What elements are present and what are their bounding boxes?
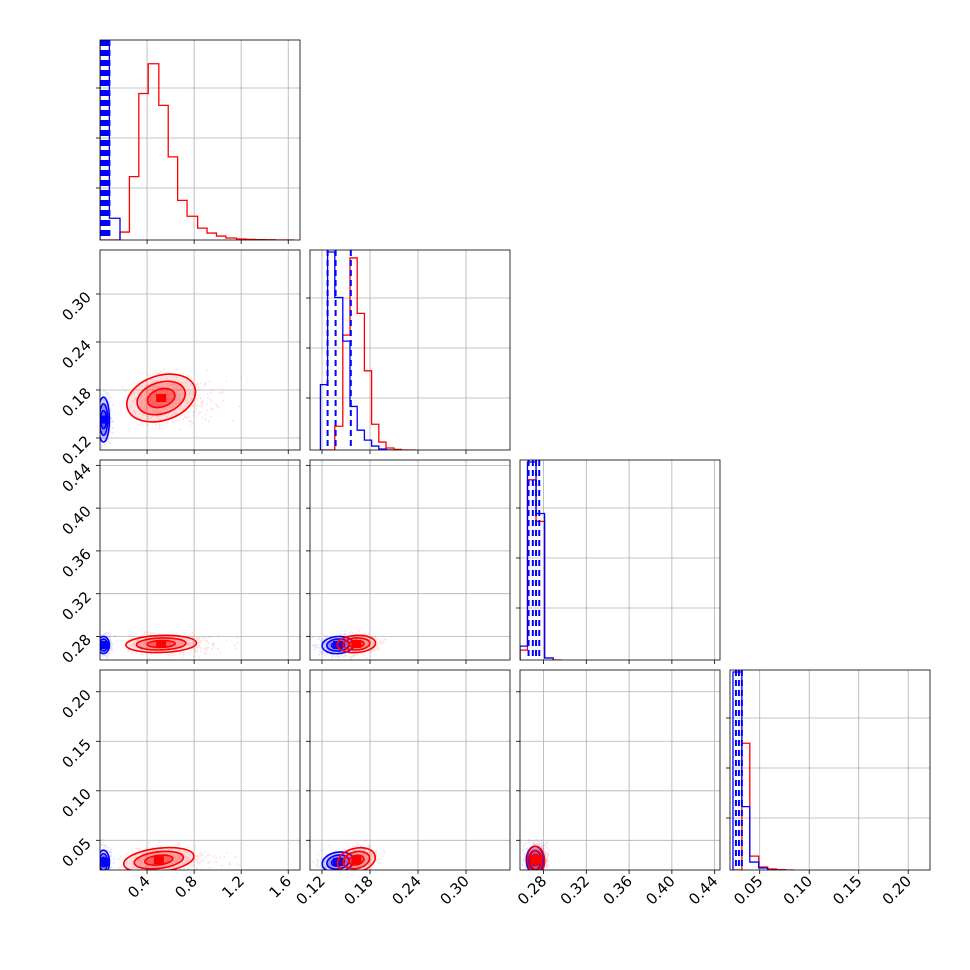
x-tick-label: 0.18 xyxy=(340,872,376,908)
density-peak-blue xyxy=(100,641,109,650)
panel-frame xyxy=(519,459,721,661)
panel-frame xyxy=(99,669,301,871)
panel-frame xyxy=(309,249,511,451)
joint-panel-2-3 xyxy=(521,838,550,870)
density-peak-red xyxy=(153,856,164,865)
hist-panel-3 xyxy=(732,670,795,870)
joint-panel-1-3 xyxy=(312,839,386,870)
x-tick-label: 0.28 xyxy=(514,872,550,908)
y-tick-label: 0.18 xyxy=(58,384,94,420)
y-tick-label: 0.20 xyxy=(58,686,94,722)
hist-panel-2 xyxy=(520,460,562,660)
y-tick-label: 0.28 xyxy=(58,631,94,667)
density-peak-red xyxy=(351,639,362,648)
x-tick-label: 0.10 xyxy=(780,872,816,908)
joint-panel-0-2 xyxy=(100,630,239,660)
x-tick-label: 0.24 xyxy=(388,872,424,908)
hist-blue-1 xyxy=(319,251,394,450)
density-peak-red xyxy=(156,394,167,402)
joint-panel-0-1 xyxy=(100,368,242,450)
hist-panel-1 xyxy=(319,250,416,450)
y-tick-label: 0.40 xyxy=(58,502,94,538)
y-tick-label: 0.30 xyxy=(58,288,94,324)
hist-red-1 xyxy=(320,257,416,450)
y-tick-label: 0.32 xyxy=(58,588,94,624)
x-tick-label: 0.8 xyxy=(171,872,201,902)
density-peak-red xyxy=(531,856,542,865)
x-tick-label: 0.15 xyxy=(829,872,865,908)
x-tick-label: 0.4 xyxy=(124,872,154,902)
x-tick-label: 0.12 xyxy=(292,872,328,908)
density-peak-red xyxy=(156,639,167,648)
x-tick-label: 0.44 xyxy=(685,872,721,908)
hist-red-0 xyxy=(100,63,295,240)
x-tick-label: 0.32 xyxy=(557,872,593,908)
panel-frame xyxy=(519,669,721,871)
x-tick-label: 0.30 xyxy=(436,872,472,908)
x-tick-label: 0.36 xyxy=(600,872,636,908)
y-tick-label: 0.24 xyxy=(58,336,94,372)
panel-frame xyxy=(729,669,931,871)
hist-red-2 xyxy=(520,479,562,660)
density-peak-red xyxy=(351,856,362,865)
density-peak-blue xyxy=(100,858,109,867)
x-tick-label: 0.40 xyxy=(642,872,678,908)
panel-frame xyxy=(309,459,511,661)
panel-frame xyxy=(99,39,301,241)
hist-panel-0 xyxy=(100,40,295,240)
hist-blue-2 xyxy=(520,461,554,660)
x-tick-label: 1.2 xyxy=(218,872,248,902)
y-tick-label: 0.05 xyxy=(58,834,94,870)
y-tick-label: 0.15 xyxy=(58,735,94,771)
density-peak-blue xyxy=(100,415,109,424)
x-tick-label: 1.6 xyxy=(265,872,295,902)
panel-frame xyxy=(99,249,301,451)
joint-panel-1-2 xyxy=(312,629,387,660)
x-tick-label: 0.05 xyxy=(730,872,766,908)
y-tick-label: 0.10 xyxy=(58,785,94,821)
panel-frame xyxy=(309,669,511,871)
y-tick-label: 0.36 xyxy=(58,545,94,581)
x-tick-label: 0.20 xyxy=(879,872,915,908)
panel-frame xyxy=(99,459,301,661)
y-tick-label: 0.12 xyxy=(58,432,94,468)
joint-panel-0-3 xyxy=(100,838,241,870)
y-tick-label: 0.44 xyxy=(58,459,94,495)
